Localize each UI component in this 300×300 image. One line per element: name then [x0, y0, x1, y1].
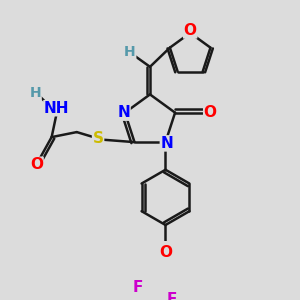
Text: NH: NH: [44, 101, 69, 116]
Text: O: O: [204, 105, 217, 120]
Text: F: F: [167, 292, 177, 300]
Text: F: F: [133, 280, 143, 295]
Text: O: O: [30, 157, 43, 172]
Text: N: N: [117, 105, 130, 120]
Text: S: S: [93, 131, 104, 146]
Text: H: H: [29, 86, 41, 100]
Text: H: H: [124, 45, 136, 59]
Text: N: N: [160, 136, 173, 151]
Text: O: O: [159, 245, 172, 260]
Text: O: O: [184, 23, 197, 38]
